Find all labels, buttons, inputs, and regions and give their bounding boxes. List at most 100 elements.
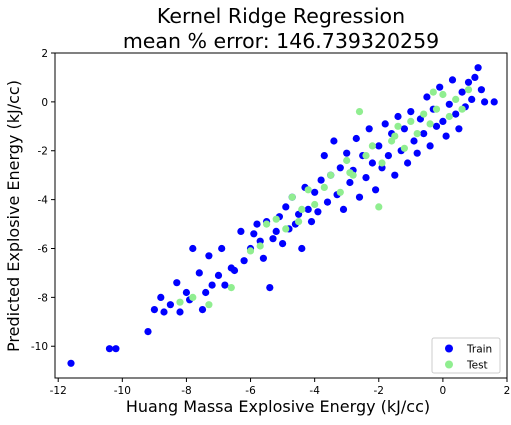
legend-label-test: Test xyxy=(466,360,488,372)
x-axis-label: Huang Massa Explosive Energy (kJ/cc) xyxy=(126,397,430,416)
train-point xyxy=(173,279,181,287)
test-point xyxy=(362,152,370,160)
test-point xyxy=(378,159,386,167)
series-test xyxy=(176,86,473,309)
train-point xyxy=(144,328,152,336)
y-tick-label: -8 xyxy=(38,292,48,304)
train-point xyxy=(474,64,482,72)
test-point xyxy=(327,171,335,179)
train-point xyxy=(352,134,360,143)
train-point xyxy=(298,244,306,253)
train-point xyxy=(150,306,158,314)
train-point xyxy=(253,220,261,228)
y-tick-label: -6 xyxy=(38,243,49,255)
train-point xyxy=(311,188,319,196)
test-point xyxy=(176,298,184,306)
x-axis-ticks: -12 -10 -8 -6 -4 -2 0 2 xyxy=(50,378,510,397)
test-point xyxy=(263,220,271,228)
train-point xyxy=(368,159,376,167)
legend-label-train: Train xyxy=(466,344,492,356)
train-point xyxy=(439,117,447,125)
test-point xyxy=(272,215,280,223)
train-point xyxy=(426,142,434,150)
legend-marker-test xyxy=(445,360,453,369)
y-axis-label: Predicted Explosive Energy (kJ/cc) xyxy=(4,80,23,352)
x-tick-label: -4 xyxy=(309,385,320,397)
train-point xyxy=(355,193,364,201)
train-point xyxy=(464,78,473,86)
train-point xyxy=(272,227,280,235)
train-point xyxy=(214,271,223,279)
y-tick-label: -10 xyxy=(31,341,48,353)
test-point xyxy=(458,105,466,113)
chart-title-line-2: mean % error: 146.739320259 xyxy=(123,29,439,53)
train-point xyxy=(307,218,316,226)
train-point xyxy=(189,244,197,253)
chart-title-line-1: Kernel Ridge Regression xyxy=(157,4,405,28)
test-point xyxy=(420,110,428,118)
y-tick-label: 2 xyxy=(41,48,48,60)
train-point xyxy=(323,198,332,206)
train-point xyxy=(67,359,75,367)
test-point xyxy=(375,203,383,211)
x-tick-label: -10 xyxy=(114,385,131,397)
train-point xyxy=(362,174,370,182)
test-point xyxy=(295,218,303,226)
train-point xyxy=(221,281,229,289)
train-point xyxy=(112,345,120,353)
test-point xyxy=(246,247,255,255)
train-point xyxy=(259,254,267,262)
y-tick-label: -4 xyxy=(38,195,49,207)
train-point xyxy=(384,152,392,160)
train-point xyxy=(336,164,344,172)
train-point xyxy=(266,284,274,292)
test-point xyxy=(394,122,402,130)
test-point xyxy=(336,188,344,196)
x-tick-label: -12 xyxy=(50,385,67,397)
train-point xyxy=(218,244,226,253)
train-point xyxy=(445,100,453,108)
train-point xyxy=(423,93,431,101)
x-tick-label: -8 xyxy=(181,385,191,397)
train-point xyxy=(304,205,312,213)
train-point xyxy=(330,137,338,145)
train-point xyxy=(343,149,351,157)
train-point xyxy=(195,269,203,277)
test-point xyxy=(407,117,415,125)
x-tick-label: -2 xyxy=(374,385,384,397)
train-point xyxy=(477,86,485,94)
train-point xyxy=(410,137,418,145)
y-tick-label: 0 xyxy=(41,97,48,109)
train-point xyxy=(452,110,460,118)
test-point xyxy=(391,132,399,140)
train-point xyxy=(481,98,489,106)
train-point xyxy=(202,288,210,297)
train-point xyxy=(471,73,479,81)
train-point xyxy=(381,120,389,128)
train-point xyxy=(413,149,421,157)
train-point xyxy=(420,130,428,138)
test-point xyxy=(189,293,197,301)
train-point xyxy=(404,159,412,167)
train-point xyxy=(157,293,165,301)
train-point xyxy=(250,230,258,238)
test-point xyxy=(452,95,460,103)
legend-marker-train xyxy=(445,344,453,353)
test-point xyxy=(429,88,437,96)
train-point xyxy=(375,142,383,150)
train-point xyxy=(346,178,354,187)
train-point xyxy=(198,306,207,314)
train-point xyxy=(279,240,287,248)
test-point xyxy=(439,90,447,99)
train-point xyxy=(166,301,174,309)
train-point xyxy=(442,132,450,140)
train-point xyxy=(432,122,441,130)
test-point xyxy=(205,301,213,309)
y-tick-label: -2 xyxy=(38,146,48,158)
train-point xyxy=(269,235,277,243)
train-point xyxy=(160,308,168,316)
train-point xyxy=(436,83,444,91)
train-point xyxy=(339,205,348,213)
train-point xyxy=(320,152,328,160)
